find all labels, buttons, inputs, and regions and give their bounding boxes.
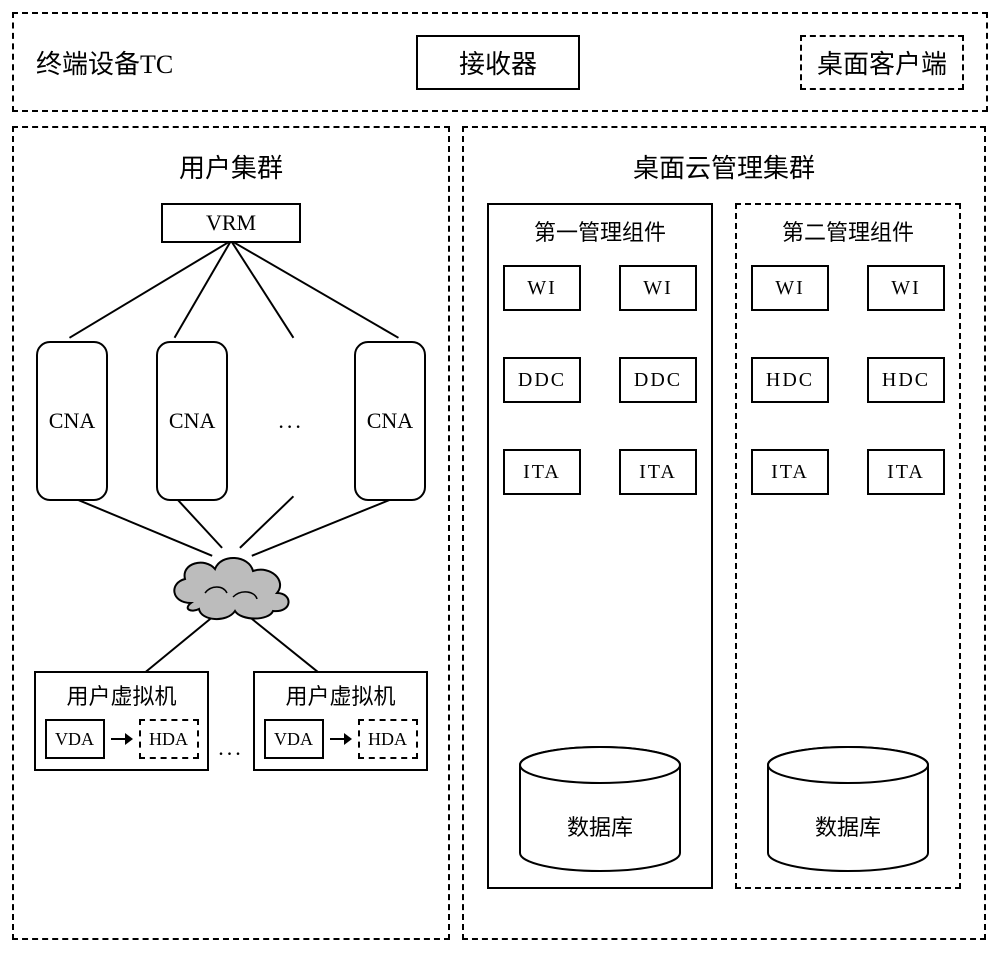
vm-row: 用户虚拟机 VDA HDA ... 用户虚拟机 — [30, 671, 432, 771]
vm-title: 用户虚拟机 — [44, 679, 199, 711]
wi-box: WI — [619, 265, 697, 311]
cna-row: CNA CNA ... CNA — [30, 341, 432, 501]
wi-box: WI — [751, 265, 829, 311]
desktop-client-box: 桌面客户端 — [800, 35, 964, 90]
mgmt-component-1-title: 第一管理组件 — [503, 215, 697, 247]
database-icon: 数据库 — [751, 745, 945, 875]
user-vm-box: 用户虚拟机 VDA HDA — [34, 671, 209, 771]
cna-ellipsis: ... — [276, 408, 306, 434]
user-cluster-title: 用户集群 — [30, 148, 432, 185]
receiver-label: 接收器 — [459, 44, 537, 81]
arrow-right-icon — [111, 731, 133, 747]
cna-box: CNA — [36, 341, 108, 501]
db-label: 数据库 — [815, 815, 881, 840]
ddc-box: DDC — [503, 357, 581, 403]
db-label: 数据库 — [567, 815, 633, 840]
user-vm-box: 用户虚拟机 VDA HDA — [253, 671, 428, 771]
diagram-root: 终端设备TC 接收器 桌面客户端 — [12, 12, 988, 940]
wi-box: WI — [503, 265, 581, 311]
cna-box: CNA — [156, 341, 228, 501]
vrm-label: VRM — [206, 210, 256, 236]
ita-box: ITA — [619, 449, 697, 495]
tc-label: 终端设备TC — [36, 44, 216, 81]
database-icon: 数据库 — [503, 745, 697, 875]
vm-ellipsis: ... — [218, 735, 244, 771]
cna-box: CNA — [354, 341, 426, 501]
receiver-box: 接收器 — [416, 35, 580, 90]
mgmt-cluster-title: 桌面云管理集群 — [482, 148, 966, 185]
arrow-right-icon — [330, 731, 352, 747]
user-cluster: 用户集群 VRM CNA CNA ... CNA — [12, 126, 450, 940]
cloud-icon — [30, 543, 432, 623]
vrm-box: VRM — [161, 203, 301, 243]
main-row: 用户集群 VRM CNA CNA ... CNA — [12, 126, 988, 940]
hdc-box: HDC — [867, 357, 945, 403]
mgmt-components-row: 第一管理组件 WI WI DDC DDC ITA ITA — [482, 203, 966, 889]
mgmt-component-1: 第一管理组件 WI WI DDC DDC ITA ITA — [487, 203, 713, 889]
ita-box: ITA — [503, 449, 581, 495]
hda-box: HDA — [358, 719, 418, 759]
wi-box: WI — [867, 265, 945, 311]
hda-box: HDA — [139, 719, 199, 759]
vda-box: VDA — [264, 719, 324, 759]
terminal-device-box: 终端设备TC 接收器 桌面客户端 — [12, 12, 988, 112]
client-label: 桌面客户端 — [817, 44, 947, 81]
vm-title: 用户虚拟机 — [263, 679, 418, 711]
vda-box: VDA — [45, 719, 105, 759]
ita-box: ITA — [867, 449, 945, 495]
ddc-box: DDC — [619, 357, 697, 403]
mgmt-component-2-title: 第二管理组件 — [751, 215, 945, 247]
mgmt-component-2: 第二管理组件 WI WI HDC HDC ITA ITA — [735, 203, 961, 889]
mgmt-cluster: 桌面云管理集群 第一管理组件 WI WI DDC DDC — [462, 126, 986, 940]
ita-box: ITA — [751, 449, 829, 495]
hdc-box: HDC — [751, 357, 829, 403]
